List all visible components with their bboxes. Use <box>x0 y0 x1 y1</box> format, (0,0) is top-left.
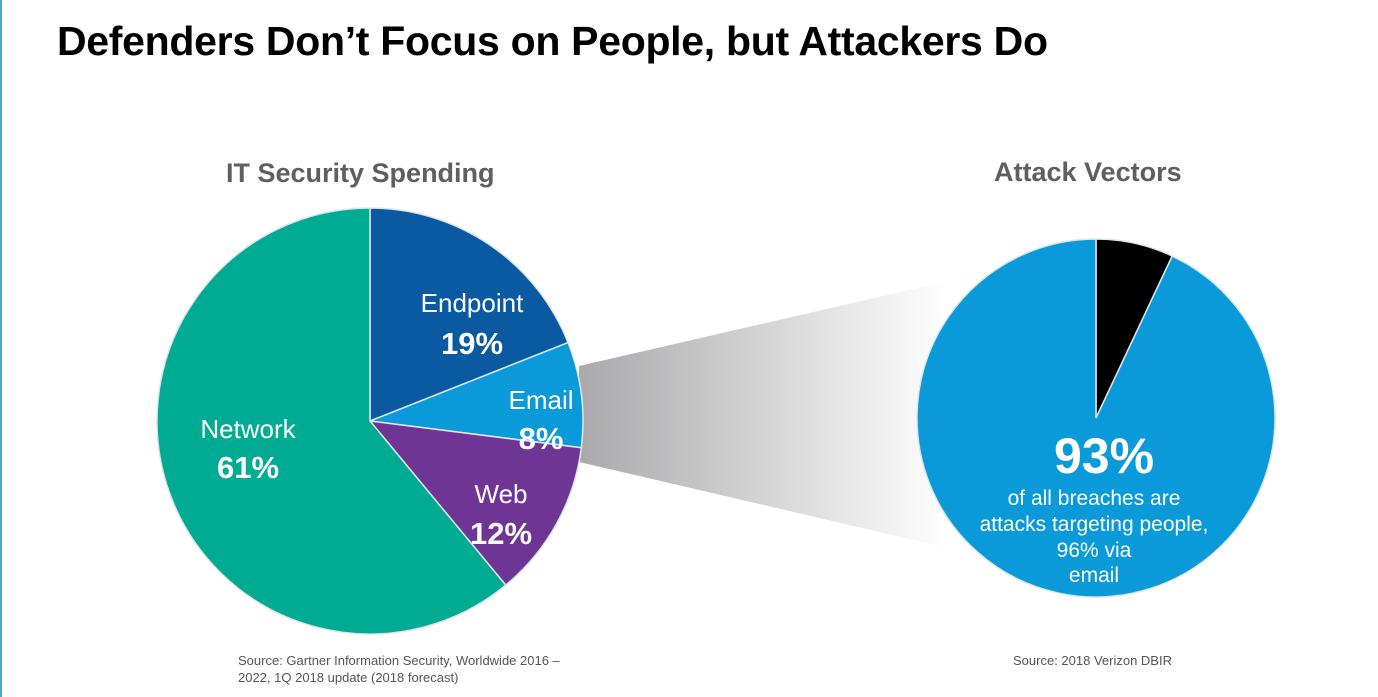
email-value: 8% <box>519 421 564 456</box>
callout-beam <box>579 281 948 548</box>
web-label: Web <box>475 479 528 509</box>
slide-title: Defenders Don’t Focus on People, but Att… <box>57 18 1048 64</box>
attack-vectors-pie-labels: 93% of all breaches are attacks targetin… <box>980 428 1209 587</box>
network-slice <box>156 207 507 635</box>
endpoint-slice <box>369 207 570 423</box>
network-value: 61% <box>217 450 279 485</box>
email-label: Email <box>508 385 573 415</box>
web-value: 12% <box>470 516 532 551</box>
web-slice <box>368 420 583 587</box>
endpoint-value: 19% <box>441 326 503 361</box>
annotation-line-4: email <box>1069 564 1119 587</box>
attack-vectors-source: Source: 2018 Verizon DBIR <box>1013 653 1172 668</box>
spending-pie-labels: Endpoint 19% Email 8% Web 12% Network 61… <box>200 288 573 551</box>
spending-pie <box>156 207 584 635</box>
people-attack-value: 93% <box>1054 428 1154 484</box>
slide-edge-line <box>0 0 2 697</box>
annotation-line-3: 96% via <box>1057 539 1132 562</box>
annotation-line-2: attacks targeting people, <box>980 513 1209 536</box>
email-slice <box>369 341 584 449</box>
attack-vectors-pie <box>916 238 1276 598</box>
spending-source: Source: Gartner Information Security, Wo… <box>238 653 560 685</box>
network-label: Network <box>200 414 296 444</box>
people-vector-slice <box>916 238 1276 598</box>
spending-chart-title: IT Security Spending <box>226 158 495 188</box>
endpoint-label: Endpoint <box>421 288 524 318</box>
attack-vectors-chart-title: Attack Vectors <box>994 157 1182 187</box>
annotation-line-1: of all breaches are <box>1008 487 1181 510</box>
